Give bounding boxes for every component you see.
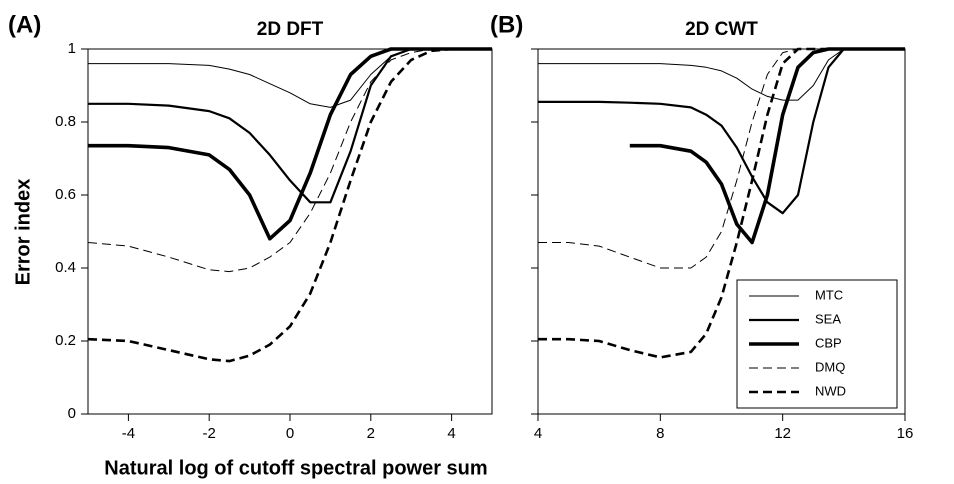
panel-label: (B) — [490, 11, 523, 38]
series-line — [88, 47, 492, 241]
x-tick-label: 4 — [447, 425, 455, 442]
chart-title: 2D CWT — [685, 19, 758, 40]
y-axis-label: Error index — [12, 179, 34, 286]
legend-label: CBP — [815, 335, 842, 350]
x-axis-label: Natural log of cutoff spectral power sum — [104, 457, 487, 479]
x-tick-label: 8 — [656, 425, 664, 442]
x-tick-label: -2 — [203, 425, 216, 442]
y-tick-label: 0.6 — [55, 186, 76, 203]
y-tick-label: 0 — [68, 405, 76, 422]
series-line — [538, 47, 905, 359]
legend-label: MTC — [815, 287, 843, 302]
legend-label: SEA — [815, 311, 841, 326]
plot-frame — [87, 48, 493, 415]
series-line — [538, 48, 905, 269]
panel-label: (A) — [8, 11, 41, 38]
legend-label: DMQ — [815, 359, 845, 374]
x-tick-label: 16 — [897, 425, 914, 442]
y-tick-label: 0.8 — [55, 113, 76, 130]
series-line — [88, 47, 492, 204]
plot-frame — [537, 48, 906, 415]
series-line — [87, 47, 492, 363]
y-tick-label: 0.4 — [55, 259, 76, 276]
series-line — [538, 48, 905, 101]
x-tick-label: 2 — [367, 425, 375, 442]
series-line — [629, 47, 905, 245]
x-tick-label: 4 — [534, 425, 542, 442]
series-line — [87, 48, 492, 273]
y-tick-label: 1 — [68, 40, 76, 57]
x-tick-label: 0 — [286, 425, 294, 442]
series-line — [88, 48, 492, 108]
x-tick-label: 12 — [774, 425, 791, 442]
legend-label: NWD — [815, 383, 846, 398]
series-line — [538, 47, 905, 215]
chart-title: 2D DFT — [257, 19, 324, 40]
y-tick-label: 0.2 — [55, 332, 76, 349]
x-tick-label: -4 — [122, 425, 135, 442]
